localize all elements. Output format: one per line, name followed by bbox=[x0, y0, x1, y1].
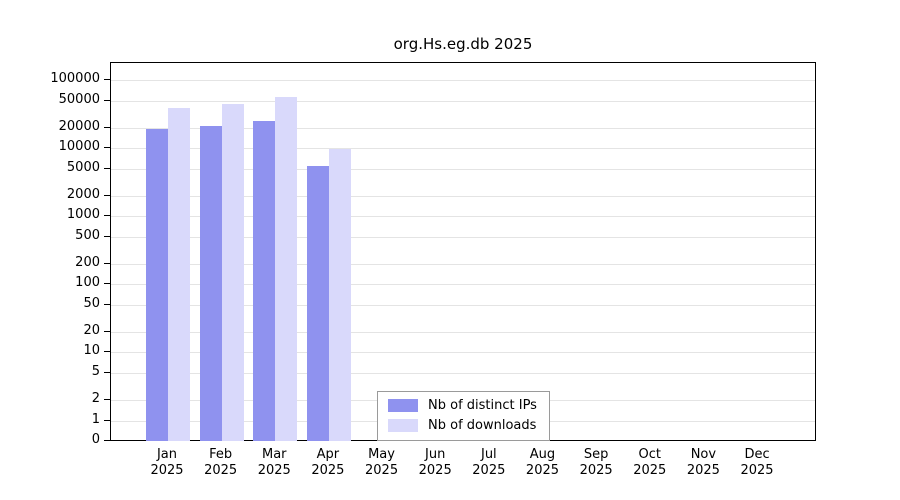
x-axis-tick-label: Jun 2025 bbox=[418, 447, 452, 478]
bar-nb-of-distinct-ips bbox=[146, 129, 168, 441]
y-axis-tick bbox=[104, 147, 110, 149]
gridline bbox=[111, 304, 815, 306]
bar-nb-of-distinct-ips bbox=[199, 126, 222, 441]
y-axis-tick bbox=[104, 419, 110, 421]
y-axis-tick-label: 20000 bbox=[58, 118, 100, 134]
y-axis-tick bbox=[104, 262, 110, 264]
legend-item-distinct-ips: Nb of distinct IPs bbox=[388, 398, 537, 413]
gridline bbox=[111, 263, 815, 265]
y-axis-tick bbox=[104, 351, 110, 353]
y-axis-tick bbox=[104, 167, 110, 169]
y-axis-tick-label: 20 bbox=[83, 322, 100, 338]
y-axis-tick-label: 2000 bbox=[66, 186, 100, 202]
y-axis-tick-label: 10000 bbox=[58, 139, 100, 155]
y-axis-tick bbox=[104, 235, 110, 237]
y-axis-tick bbox=[104, 330, 110, 332]
gridline bbox=[111, 168, 815, 170]
legend-item-downloads: Nb of downloads bbox=[388, 418, 537, 433]
y-axis-tick-label: 100000 bbox=[50, 71, 100, 87]
gridline bbox=[111, 352, 815, 354]
y-axis-tick bbox=[104, 440, 110, 441]
x-axis-tick-label: Mar 2025 bbox=[257, 447, 291, 478]
gridline bbox=[111, 148, 815, 150]
bar-nb-of-downloads bbox=[168, 107, 190, 441]
y-axis-tick-label: 50000 bbox=[58, 91, 100, 107]
y-axis-tick bbox=[104, 194, 110, 196]
y-axis-tick-label: 1 bbox=[91, 411, 100, 427]
x-axis-tick-label: May 2025 bbox=[365, 447, 399, 478]
x-axis-tick-label: Sep 2025 bbox=[579, 447, 613, 478]
gridline bbox=[111, 331, 815, 333]
y-axis-tick bbox=[104, 215, 110, 217]
x-axis-tick-label: Apr 2025 bbox=[311, 447, 345, 478]
legend-label-distinct-ips: Nb of distinct IPs bbox=[428, 398, 537, 413]
y-axis-tick bbox=[104, 303, 110, 305]
bar-nb-of-distinct-ips bbox=[306, 166, 329, 441]
y-axis-tick-label: 2 bbox=[91, 391, 100, 407]
gridline bbox=[111, 80, 815, 82]
gridline bbox=[111, 127, 815, 129]
gridline bbox=[111, 284, 815, 286]
y-axis-tick-label: 5000 bbox=[66, 159, 100, 175]
legend-swatch-distinct-ips bbox=[388, 399, 418, 412]
gridline bbox=[111, 216, 815, 218]
y-axis-tick-label: 500 bbox=[75, 227, 100, 243]
x-axis-tick-label: Dec 2025 bbox=[740, 447, 774, 478]
bar-nb-of-distinct-ips bbox=[253, 121, 276, 441]
x-axis-tick-label: Aug 2025 bbox=[525, 447, 560, 478]
chart-title: org.Hs.eg.db 2025 bbox=[393, 35, 533, 53]
gridline bbox=[111, 100, 815, 102]
bar-nb-of-downloads bbox=[328, 148, 351, 441]
plot-area bbox=[110, 62, 816, 441]
y-axis-tick bbox=[104, 126, 110, 128]
legend: Nb of distinct IPs Nb of downloads bbox=[377, 391, 550, 441]
y-axis-tick bbox=[104, 283, 110, 285]
y-axis-tick-label: 5 bbox=[91, 363, 100, 379]
legend-label-downloads: Nb of downloads bbox=[428, 418, 537, 433]
y-axis-tick bbox=[104, 399, 110, 401]
x-axis-tick-label: Oct 2025 bbox=[633, 447, 667, 478]
bar-nb-of-downloads bbox=[275, 97, 298, 441]
y-axis-tick bbox=[104, 79, 110, 81]
y-axis-tick-label: 100 bbox=[75, 275, 100, 291]
x-axis-tick-label: Jul 2025 bbox=[472, 447, 506, 478]
y-axis-tick-label: 1000 bbox=[66, 207, 100, 223]
bar-nb-of-downloads bbox=[221, 104, 244, 441]
gridline bbox=[111, 236, 815, 238]
x-axis-tick-label: Jan 2025 bbox=[150, 447, 184, 478]
y-axis-tick-label: 50 bbox=[83, 295, 100, 311]
gridline bbox=[111, 372, 815, 374]
y-axis-tick-label: 0 bbox=[91, 432, 100, 447]
gridline bbox=[111, 195, 815, 197]
y-axis-tick-label: 10 bbox=[83, 343, 100, 359]
x-axis-tick-label: Nov 2025 bbox=[686, 447, 720, 478]
y-axis-tick bbox=[104, 99, 110, 101]
y-axis-tick-label: 200 bbox=[75, 254, 100, 270]
legend-swatch-downloads bbox=[388, 419, 418, 432]
y-axis-tick bbox=[104, 371, 110, 373]
x-axis-tick-label: Feb 2025 bbox=[204, 447, 238, 478]
